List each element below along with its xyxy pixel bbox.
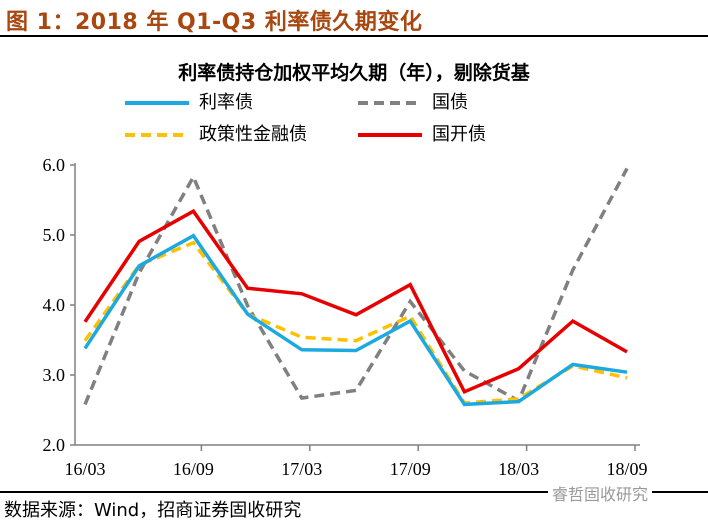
y-tick-label: 6.0 bbox=[43, 155, 66, 175]
x-tick-label: 18/09 bbox=[606, 459, 647, 479]
y-tick-label: 4.0 bbox=[43, 295, 66, 315]
source-note: 数据来源：Wind，招商证券固收研究 bbox=[4, 500, 302, 521]
figure-title: 图 1：2018 年 Q1-Q3 利率债久期变化 bbox=[6, 10, 423, 35]
y-tick-label: 3.0 bbox=[43, 365, 66, 385]
legend-item-1: 国债 bbox=[358, 88, 468, 114]
legend-label: 利率债 bbox=[199, 92, 253, 113]
legend-swatch-3 bbox=[358, 133, 422, 137]
series-line-3 bbox=[83, 208, 628, 395]
legend-label: 政策性金融债 bbox=[199, 124, 307, 145]
legend-item-0: 利率债 bbox=[125, 88, 253, 114]
x-tick-label: 17/09 bbox=[390, 459, 431, 479]
x-tick-label: 16/09 bbox=[173, 459, 214, 479]
series-line-1 bbox=[83, 167, 629, 406]
legend-label: 国债 bbox=[432, 92, 468, 113]
y-tick-label: 5.0 bbox=[43, 225, 66, 245]
legend-swatch-0 bbox=[125, 101, 189, 105]
watermark: 睿哲固收研究 bbox=[548, 481, 653, 505]
x-tick-label: 16/03 bbox=[64, 459, 105, 479]
x-tick-label: 17/03 bbox=[281, 459, 322, 479]
x-tick-label: 18/03 bbox=[498, 459, 539, 479]
footer-divider bbox=[0, 491, 708, 493]
title-divider bbox=[0, 35, 708, 37]
series-line-0 bbox=[83, 233, 628, 407]
chart-title: 利率债持仓加权平均久期（年），剔除货基 bbox=[178, 62, 530, 84]
legend-label: 国开债 bbox=[432, 124, 486, 145]
legend-item-3: 国开债 bbox=[358, 120, 486, 146]
y-tick-label: 2.0 bbox=[43, 435, 66, 455]
series-line-2 bbox=[83, 240, 628, 405]
legend-item-2: 政策性金融债 bbox=[125, 120, 307, 146]
legend-swatch-1 bbox=[358, 101, 422, 105]
legend-swatch-2 bbox=[125, 133, 189, 137]
